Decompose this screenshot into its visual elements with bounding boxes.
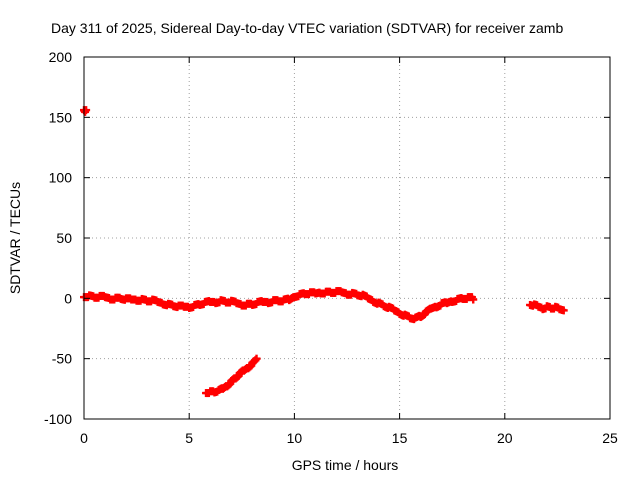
y-tick-label: -100 xyxy=(44,411,72,427)
x-tick-label: 10 xyxy=(287,430,303,446)
data-marks xyxy=(80,106,568,398)
x-tick-label: 15 xyxy=(392,430,408,446)
y-axis-label: SDTVAR / TECUs xyxy=(7,182,23,294)
grid-lines xyxy=(84,57,610,419)
data-point xyxy=(82,106,91,115)
x-tick-label: 5 xyxy=(185,430,193,446)
x-axis-label: GPS time / hours xyxy=(292,457,399,473)
x-tick-label: 0 xyxy=(80,430,88,446)
y-tick-label: 150 xyxy=(49,109,73,125)
y-tick-label: 50 xyxy=(56,230,72,246)
data-point xyxy=(559,306,568,315)
axis-ticks xyxy=(83,56,611,420)
plot-frame xyxy=(83,56,611,420)
y-tick-label: -50 xyxy=(52,351,72,367)
tick-labels: 0 5 10 15 20 25 -100 -50 0 50 100 150 200 xyxy=(44,49,618,446)
chart-title: Day 311 of 2025, Sidereal Day-to-day VTE… xyxy=(51,20,563,36)
data-point xyxy=(252,354,261,363)
x-tick-label: 25 xyxy=(602,430,618,446)
x-tick-label: 20 xyxy=(497,430,513,446)
y-tick-label: 200 xyxy=(49,49,73,65)
y-tick-label: 100 xyxy=(49,170,73,186)
y-tick-label: 0 xyxy=(64,290,72,306)
data-point xyxy=(469,295,478,304)
